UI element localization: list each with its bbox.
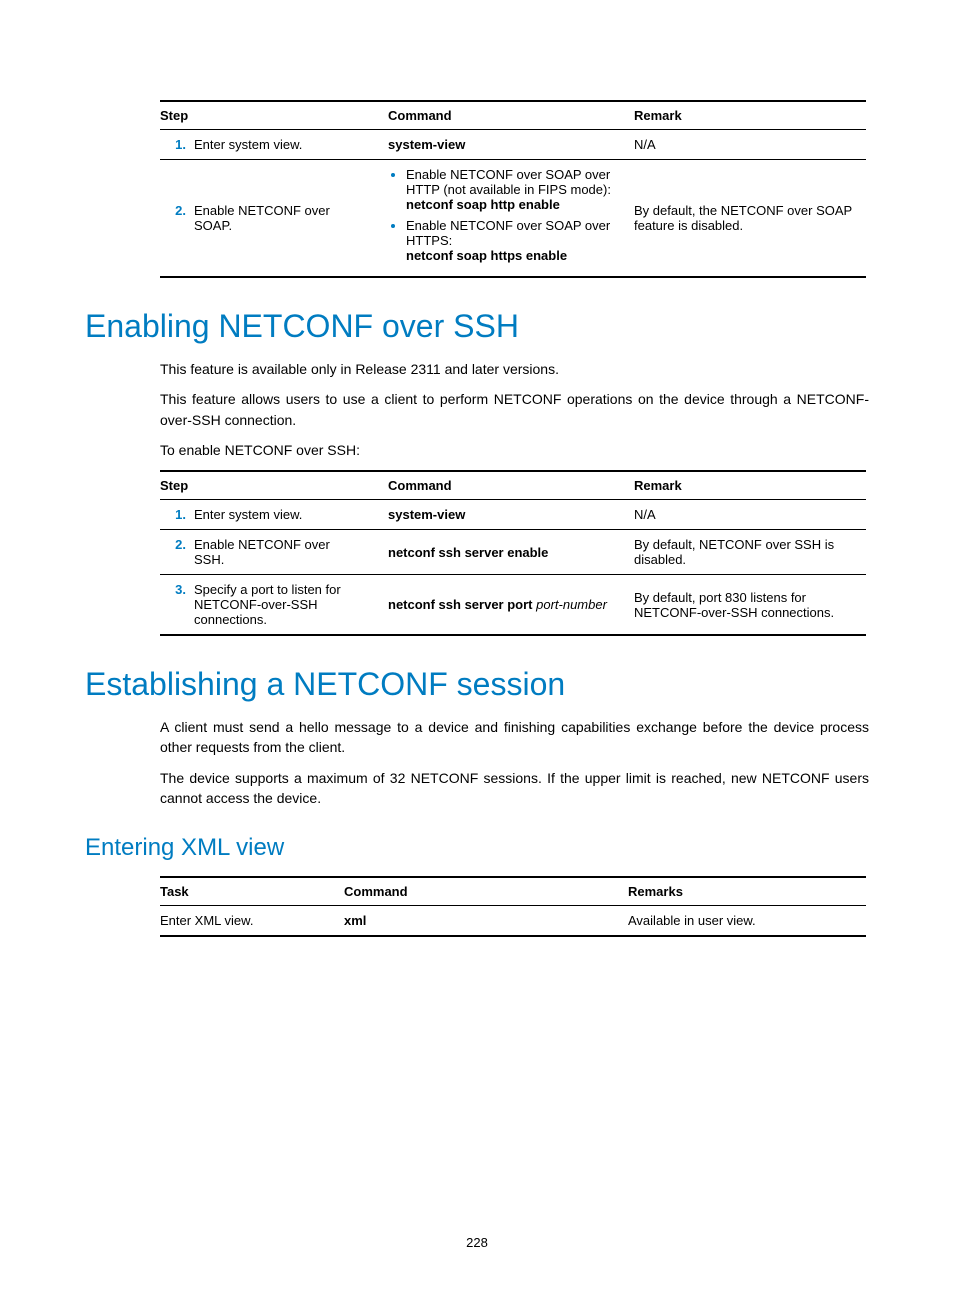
command-cell: system-view (388, 500, 634, 530)
table-header-row: Step Command Remark (160, 101, 866, 130)
header-remarks: Remarks (628, 877, 866, 906)
step-number: 1. (160, 137, 194, 152)
command-text-italic: port-number (536, 597, 607, 612)
step-cell: 1.Enter system view. (160, 500, 388, 530)
step-text: Enable NETCONF over SOAP. (194, 203, 354, 233)
cmd-pre: Enable NETCONF over SOAP over HTTPS: (406, 218, 610, 248)
remark-cell: N/A (634, 500, 866, 530)
step-cell: 2.Enable NETCONF over SOAP. (160, 160, 388, 278)
step-text: Enter system view. (194, 507, 354, 522)
header-step: Step (160, 471, 388, 500)
step-number: 2. (160, 537, 194, 552)
header-remark: Remark (634, 471, 866, 500)
command-list: Enable NETCONF over SOAP over HTTP (not … (388, 167, 628, 263)
remark-cell: Available in user view. (628, 906, 866, 937)
cmd-pre: Enable NETCONF over SOAP over HTTP (not … (406, 167, 611, 197)
table-header-row: Task Command Remarks (160, 877, 866, 906)
command-text: system-view (388, 137, 465, 152)
step-cell: 1.Enter system view. (160, 130, 388, 160)
ssh-table: Step Command Remark 1.Enter system view.… (160, 470, 866, 636)
header-remark: Remark (634, 101, 866, 130)
remark-cell: By default, NETCONF over SSH is disabled… (634, 530, 866, 575)
table-row: 3.Specify a port to listen for NETCONF-o… (160, 575, 866, 636)
command-cell: system-view (388, 130, 634, 160)
table-row: 2.Enable NETCONF over SSH. netconf ssh s… (160, 530, 866, 575)
soap-table: Step Command Remark 1.Enter system view.… (160, 100, 866, 278)
table-row: 1.Enter system view. system-view N/A (160, 130, 866, 160)
paragraph: This feature allows users to use a clien… (160, 389, 869, 430)
table-row: Enter XML view. xml Available in user vi… (160, 906, 866, 937)
step-number: 1. (160, 507, 194, 522)
paragraph: This feature is available only in Releas… (160, 359, 869, 379)
step-cell: 2.Enable NETCONF over SSH. (160, 530, 388, 575)
paragraph: A client must send a hello message to a … (160, 717, 869, 758)
page-number: 228 (0, 1235, 954, 1250)
remark-cell: By default, port 830 listens for NETCONF… (634, 575, 866, 636)
step-text: Specify a port to listen for NETCONF-ove… (194, 582, 354, 627)
table-row: 2.Enable NETCONF over SOAP. Enable NETCO… (160, 160, 866, 278)
cmd-bold: netconf soap http enable (406, 197, 560, 212)
step-cell: 3.Specify a port to listen for NETCONF-o… (160, 575, 388, 636)
paragraph: To enable NETCONF over SSH: (160, 440, 869, 460)
command-text: system-view (388, 507, 465, 522)
step-text: Enter system view. (194, 137, 354, 152)
table-header-row: Step Command Remark (160, 471, 866, 500)
header-task: Task (160, 877, 344, 906)
step-number: 3. (160, 582, 194, 597)
list-item: Enable NETCONF over SOAP over HTTPS: net… (406, 218, 628, 263)
list-item: Enable NETCONF over SOAP over HTTP (not … (406, 167, 628, 212)
header-command: Command (344, 877, 628, 906)
header-command: Command (388, 471, 634, 500)
header-step: Step (160, 101, 388, 130)
task-cell: Enter XML view. (160, 906, 344, 937)
heading-ssh: Enabling NETCONF over SSH (85, 308, 869, 345)
step-text: Enable NETCONF over SSH. (194, 537, 354, 567)
remark-cell: By default, the NETCONF over SOAP featur… (634, 160, 866, 278)
header-command: Command (388, 101, 634, 130)
command-text-bold: netconf ssh server port (388, 597, 536, 612)
step-number: 2. (160, 203, 194, 218)
cmd-bold: netconf soap https enable (406, 248, 567, 263)
table-row: 1.Enter system view. system-view N/A (160, 500, 866, 530)
remark-cell: N/A (634, 130, 866, 160)
command-cell: netconf ssh server enable (388, 530, 634, 575)
document-page: Step Command Remark 1.Enter system view.… (0, 0, 954, 1296)
command-cell: xml (344, 906, 628, 937)
heading-session: Establishing a NETCONF session (85, 666, 869, 703)
command-cell: netconf ssh server port port-number (388, 575, 634, 636)
xml-view-table: Task Command Remarks Enter XML view. xml… (160, 876, 866, 937)
command-cell: Enable NETCONF over SOAP over HTTP (not … (388, 160, 634, 278)
command-text: xml (344, 913, 366, 928)
heading-xml-view: Entering XML view (85, 834, 869, 862)
paragraph: The device supports a maximum of 32 NETC… (160, 768, 869, 809)
command-text: netconf ssh server enable (388, 545, 548, 560)
